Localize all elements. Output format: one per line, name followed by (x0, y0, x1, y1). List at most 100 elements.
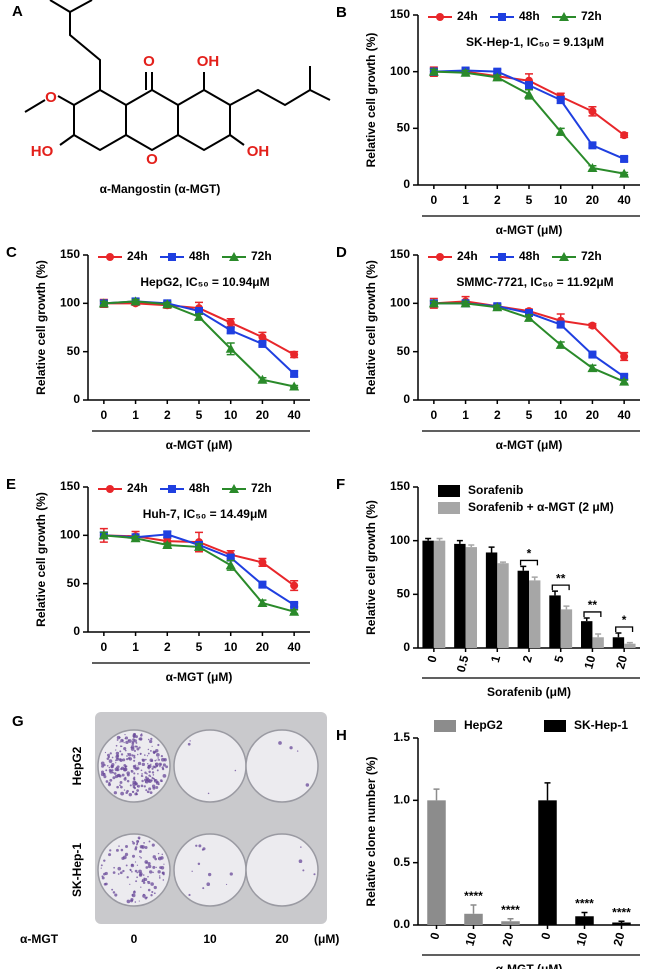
error-bar (470, 904, 477, 914)
colony (134, 846, 138, 849)
colony (147, 748, 150, 751)
bar (433, 540, 446, 648)
marker (588, 321, 597, 330)
significance-label: * (622, 613, 627, 627)
marker (226, 326, 235, 335)
x-tick-label: 1 (488, 654, 503, 664)
x-tick-label: 20 (256, 640, 270, 654)
colony (126, 755, 128, 757)
colony (113, 866, 116, 869)
colony (144, 896, 148, 900)
marker (289, 606, 300, 616)
colony (146, 755, 149, 757)
colony (134, 781, 137, 784)
x-tick-label: 10 (581, 654, 598, 671)
legend-swatch (434, 720, 456, 732)
colony (302, 869, 305, 872)
colony (201, 848, 204, 851)
colony (131, 754, 134, 757)
legend-label: 48h (519, 9, 540, 23)
marker (588, 350, 597, 359)
x-tick-label: 2 (494, 408, 501, 422)
marker (258, 558, 267, 567)
colony (141, 762, 146, 767)
colony (134, 901, 137, 903)
colony (149, 758, 154, 763)
x-tick-label: 0 (538, 931, 553, 941)
colony (152, 750, 156, 753)
colony (145, 866, 149, 869)
colony (142, 874, 145, 876)
error-bar (544, 782, 551, 801)
colony (144, 781, 147, 783)
colony (115, 762, 117, 764)
colony (147, 875, 149, 878)
x-tick-label: 10 (224, 640, 238, 654)
colony (158, 856, 162, 861)
marker (555, 126, 566, 136)
marker (460, 298, 471, 308)
colony (131, 840, 134, 843)
colony (150, 779, 153, 782)
colony (140, 774, 143, 777)
y-tick-label: 100 (390, 296, 410, 310)
x-tick-label: 0.5 (454, 654, 472, 674)
significance-label: **** (575, 897, 594, 911)
colony (141, 880, 144, 883)
colony (188, 893, 191, 897)
x-tick-label: 0 (427, 931, 442, 941)
error-bar (563, 605, 570, 610)
legend-label: 72h (581, 249, 602, 263)
dose-label: 10 (203, 932, 217, 946)
colony (115, 766, 118, 768)
colony (130, 899, 134, 903)
colony (155, 748, 159, 753)
colony (162, 873, 165, 876)
colony (152, 865, 156, 869)
colony (122, 869, 125, 873)
colony (136, 789, 140, 792)
colony (162, 879, 165, 881)
colony (150, 882, 154, 886)
panel-label: D (336, 244, 347, 261)
x-tick-label: 10 (462, 931, 479, 948)
legend-label: Sorafenib + α-MGT (2 μM) (468, 500, 614, 514)
colony (149, 791, 153, 795)
colony (106, 765, 109, 767)
x-tick-label: 0 (431, 408, 438, 422)
colony (122, 855, 127, 860)
colony (137, 761, 142, 766)
ring (73, 88, 127, 152)
colony (150, 737, 153, 740)
colony (134, 767, 139, 771)
y-axis-label: Relative cell growth (%) (364, 500, 378, 635)
colony (111, 763, 115, 767)
colony (135, 742, 138, 744)
prenyl (49, 0, 101, 90)
colony (119, 741, 121, 743)
x-axis-label: α-MGT (μM) (166, 438, 233, 452)
colony (163, 758, 166, 761)
y-tick-label: 0 (403, 177, 410, 191)
y-tick-label: 100 (60, 528, 80, 542)
well (173, 729, 247, 803)
colony (139, 752, 142, 755)
marker (194, 541, 204, 551)
marker (225, 343, 236, 353)
x-axis-label: α-MGT (μM) (496, 223, 563, 237)
colony (142, 881, 146, 885)
colony (123, 741, 125, 744)
colony (148, 870, 153, 874)
marker (163, 530, 172, 539)
colony (313, 873, 316, 876)
y-tick-label: 0.5 (393, 855, 410, 869)
y-tick-label: 50 (397, 121, 411, 135)
colony (153, 892, 156, 895)
colony (146, 763, 149, 765)
colony (104, 751, 107, 754)
colony (130, 770, 133, 772)
colony (122, 758, 126, 762)
colony (111, 769, 114, 772)
colony (198, 844, 202, 848)
marker (428, 298, 439, 308)
